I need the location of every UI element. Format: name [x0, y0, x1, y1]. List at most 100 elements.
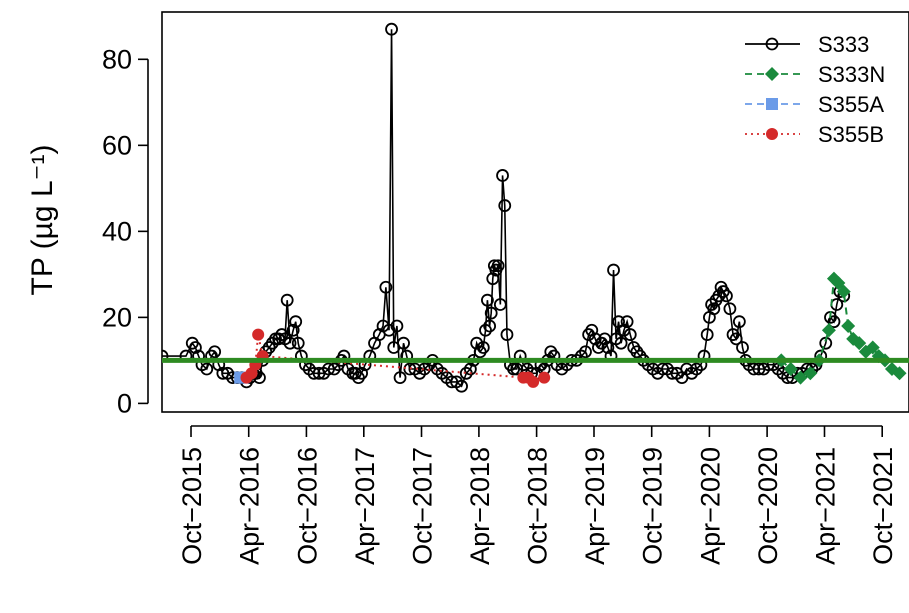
series-s333	[162, 22, 851, 393]
data-point	[486, 272, 500, 286]
data-point	[623, 328, 637, 341]
x-tick-label: Apr−2017	[350, 447, 380, 565]
y-tick-label: 0	[117, 388, 132, 418]
data-point	[208, 345, 222, 359]
legend-label: S333	[818, 32, 869, 57]
x-tick-label: Apr−2021	[810, 447, 840, 565]
legend-item-s355a: S355A	[745, 92, 884, 117]
data-point	[481, 293, 494, 307]
data-point	[617, 323, 631, 337]
data-point	[493, 298, 507, 311]
data-point	[483, 319, 497, 333]
y-tick-label: 80	[102, 44, 132, 74]
x-tick-label: Oct−2020	[753, 447, 783, 565]
data-point	[690, 362, 703, 376]
data-point	[498, 199, 512, 212]
data-point	[803, 366, 818, 381]
legend-background	[735, 28, 900, 168]
x-axis: Oct−2015 Apr−2016 Oct−2016 Apr−2017 Oct−2017…	[177, 425, 898, 565]
series-line-s333n	[780, 276, 901, 379]
data-point	[821, 323, 836, 338]
x-tick-label: Oct−2021	[868, 447, 898, 565]
x-tick-label: Oct−2016	[292, 447, 322, 565]
data-point	[286, 323, 300, 337]
data-point	[607, 263, 620, 277]
data-point	[459, 366, 473, 380]
data-point	[538, 371, 551, 384]
x-tick-label: Apr−2018	[465, 447, 495, 565]
data-point	[579, 345, 592, 359]
x-tick-label: Oct−2019	[638, 447, 668, 565]
legend-label: S333N	[818, 62, 885, 87]
plot-frame	[161, 11, 909, 413]
data-point	[865, 340, 880, 355]
legend-marker	[766, 128, 778, 140]
legend-label: S355B	[818, 122, 884, 147]
data-point	[614, 336, 628, 350]
data-point	[852, 336, 867, 351]
x-tick-label: Oct−2017	[408, 447, 438, 565]
plot-area	[162, 22, 909, 393]
y-tick-label: 60	[102, 130, 132, 160]
data-point	[601, 341, 615, 354]
data-point	[189, 341, 202, 354]
y-tick-label: 40	[102, 216, 132, 246]
legend-item-s333n: S333N	[745, 62, 885, 87]
data-point	[379, 280, 393, 294]
data-point	[747, 362, 761, 376]
data-point	[836, 284, 851, 299]
data-point	[463, 362, 477, 376]
data-point	[252, 328, 265, 341]
data-point	[729, 332, 743, 346]
legend-marker	[765, 37, 779, 51]
data-point	[397, 336, 410, 350]
y-axis: 0 20 40 60 80	[102, 44, 149, 418]
data-point	[527, 375, 540, 388]
y-tick-label: 20	[102, 302, 132, 332]
data-point	[736, 341, 749, 354]
data-point	[496, 169, 509, 182]
data-point	[732, 315, 746, 329]
data-point	[712, 289, 726, 303]
data-point	[280, 293, 294, 307]
data-point	[793, 370, 808, 385]
data-point	[500, 328, 514, 341]
data-point	[476, 341, 490, 354]
x-tick-label: Oct−2018	[523, 447, 553, 565]
x-tick-label: Apr−2020	[695, 447, 725, 565]
data-point	[327, 362, 341, 376]
data-point	[307, 366, 321, 380]
data-point	[455, 379, 468, 393]
data-point	[200, 362, 214, 376]
data-point	[291, 336, 305, 350]
legend-item-s355b: S355B	[745, 122, 884, 147]
data-point	[162, 349, 169, 363]
data-point	[700, 328, 714, 341]
data-point	[783, 361, 798, 376]
data-point	[892, 366, 907, 381]
data-point	[390, 319, 404, 333]
data-point	[484, 306, 498, 320]
data-point	[723, 302, 737, 316]
data-point	[720, 289, 733, 303]
data-point	[707, 302, 721, 316]
data-point	[841, 318, 856, 333]
x-tick-label: Apr−2016	[235, 447, 265, 565]
legend: S333 S333N S355A S355B	[735, 28, 900, 168]
data-point	[479, 323, 492, 337]
legend-item-s333: S333	[745, 32, 869, 57]
data-point	[393, 371, 407, 384]
legend-label: S355A	[818, 92, 884, 117]
series-s333n	[774, 271, 907, 385]
data-point	[588, 332, 602, 346]
x-tick-label: Apr−2019	[580, 447, 610, 565]
legend-marker	[765, 67, 779, 81]
data-point	[827, 315, 841, 329]
data-point	[491, 259, 505, 273]
x-tick-label: Oct−2015	[177, 447, 207, 565]
legend-marker	[766, 98, 778, 110]
data-point	[385, 22, 398, 36]
data-point	[620, 315, 634, 329]
data-point	[283, 336, 297, 350]
